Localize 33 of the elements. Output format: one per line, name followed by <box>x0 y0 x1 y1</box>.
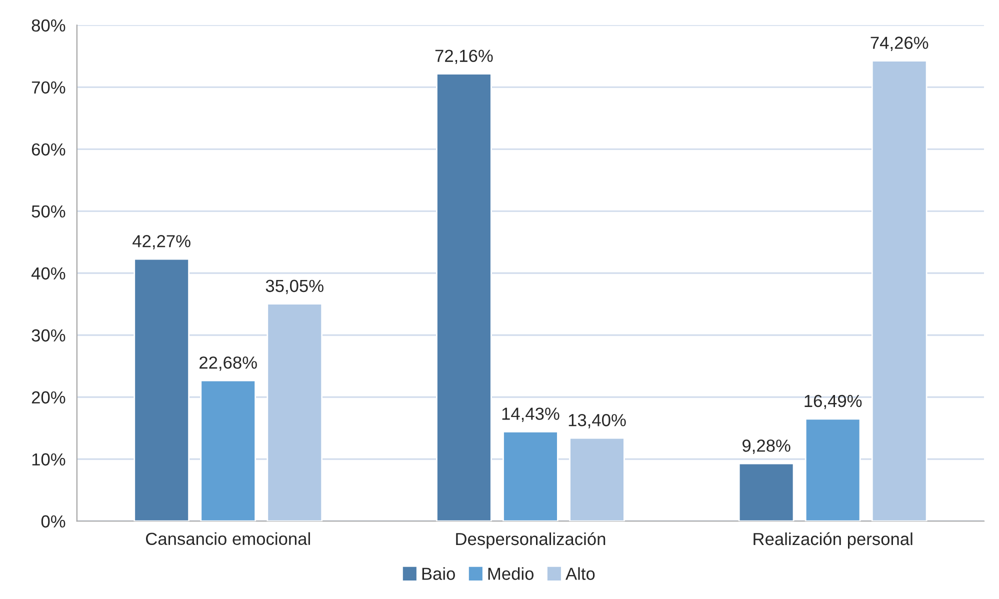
bar <box>804 418 861 522</box>
x-tick-label: Cansancio emocional <box>146 532 310 545</box>
y-tick-label: 40% <box>31 267 66 280</box>
x-tick-label: Despersonalización <box>456 532 606 549</box>
y-tick-label: 30% <box>32 329 66 342</box>
data-label: 42,27% <box>132 235 190 250</box>
y-tick-label: 60% <box>32 143 66 156</box>
data-label: 13,40% <box>568 414 626 428</box>
y-tick-label: 80% <box>32 19 66 32</box>
bar <box>266 303 323 522</box>
bar <box>200 380 256 522</box>
y-tick-label: 20% <box>32 391 66 404</box>
legend-label: Medio <box>488 567 534 580</box>
data-label: 72,16% <box>435 50 493 64</box>
y-tick-label: 70% <box>32 81 66 94</box>
data-label: 9,28% <box>742 440 790 454</box>
bar <box>502 430 558 522</box>
data-label: 14,43% <box>502 408 560 422</box>
bar <box>738 462 794 522</box>
y-tick-label: 50% <box>32 205 66 218</box>
legend-label: Baio <box>422 567 455 580</box>
bar <box>871 60 928 522</box>
bar <box>134 258 190 522</box>
data-label: 22,68% <box>200 356 257 371</box>
data-label: 16,49% <box>804 394 862 410</box>
y-tick-label: 10% <box>32 453 66 466</box>
data-label: 35,05% <box>266 280 324 294</box>
bar <box>569 437 625 522</box>
bar <box>436 73 492 522</box>
x-tick-label: Realización personal <box>754 532 912 549</box>
y-tick-label: 0% <box>41 515 66 528</box>
data-label: 74,26% <box>870 36 928 52</box>
legend-label: Alto <box>566 567 595 580</box>
